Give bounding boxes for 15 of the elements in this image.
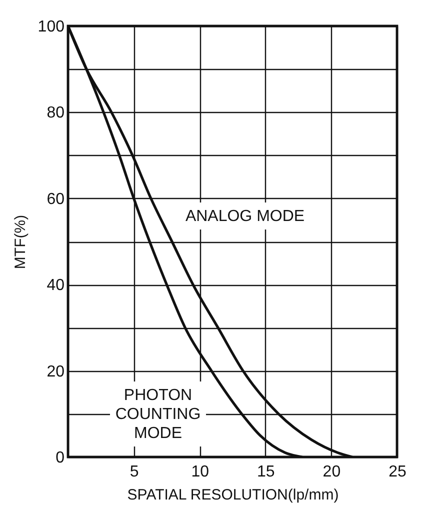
x-tick-label: 15 <box>257 464 275 480</box>
y-tick-label: 40 <box>46 277 65 294</box>
y-tick-label: 100 <box>38 18 65 36</box>
y-tick-label: 60 <box>46 190 65 208</box>
y-tick-label: 0 <box>56 450 65 466</box>
y-axis-title: MTF(%) <box>12 214 29 270</box>
y-tick-label: 20 <box>46 363 65 380</box>
x-tick-label: 5 <box>130 464 139 480</box>
x-tick-label: 20 <box>322 464 341 480</box>
annotation: PHOTON COUNTING MODE <box>115 387 201 442</box>
annotation: ANALOG MODE <box>185 208 305 225</box>
x-tick-label: 10 <box>191 464 210 480</box>
x-axis-title: SPATIAL RESOLUTION(lp/mm) <box>127 486 339 504</box>
y-tick-label: 80 <box>46 104 65 122</box>
x-tick-label: 25 <box>388 464 406 480</box>
